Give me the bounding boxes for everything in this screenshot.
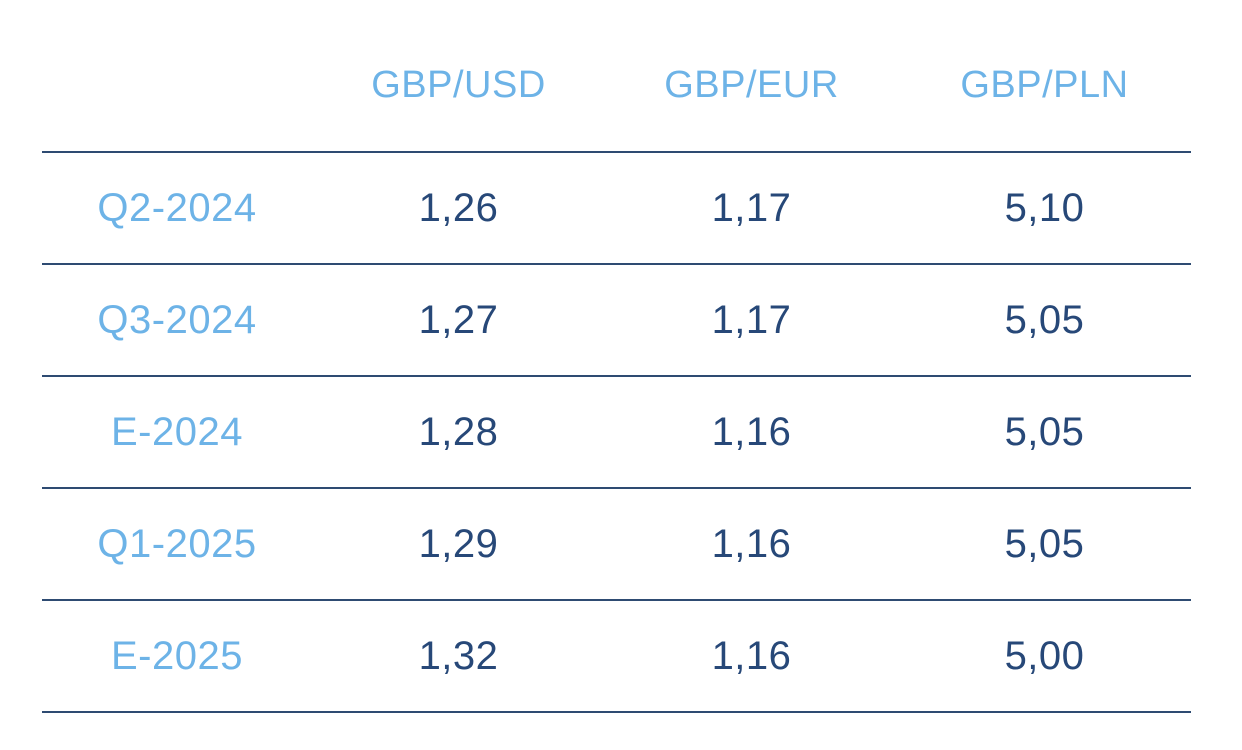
value-gbp-pln: 5,05 [1004,297,1085,342]
value-gbp-pln: 5,05 [1004,409,1085,454]
value-gbp-usd: 1,28 [418,409,499,454]
table-header-row: GBP/USD GBP/EUR GBP/PLN [42,0,1191,153]
value-gbp-eur: 1,17 [711,297,792,342]
value-gbp-eur: 1,16 [711,409,792,454]
table-row-q3-2024: Q3-2024 1,27 1,17 5,05 [42,265,1191,377]
column-header-blank [42,0,312,151]
column-header-gbp-usd: GBP/USD [371,64,546,106]
value-gbp-usd: 1,32 [418,633,499,678]
value-gbp-eur: 1,17 [711,185,792,230]
table-row-q2-2024: Q2-2024 1,26 1,17 5,10 [42,153,1191,265]
value-gbp-usd: 1,26 [418,185,499,230]
column-header-gbp-eur: GBP/EUR [664,64,839,106]
row-label: Q2-2024 [97,185,257,230]
value-gbp-usd: 1,27 [418,297,499,342]
value-gbp-pln: 5,05 [1004,521,1085,566]
table-row-e-2025: E-2025 1,32 1,16 5,00 [42,601,1191,713]
value-gbp-pln: 5,00 [1004,633,1085,678]
value-gbp-usd: 1,29 [418,521,499,566]
row-label: E-2024 [111,409,243,454]
row-label: Q1-2025 [97,521,257,566]
column-header-gbp-pln: GBP/PLN [960,64,1129,106]
table-row-q1-2025: Q1-2025 1,29 1,16 5,05 [42,489,1191,601]
fx-rates-table: GBP/USD GBP/EUR GBP/PLN Q2-2024 1,26 1,1… [42,0,1191,713]
row-label: Q3-2024 [97,297,257,342]
table-row-e-2024: E-2024 1,28 1,16 5,05 [42,377,1191,489]
value-gbp-eur: 1,16 [711,633,792,678]
value-gbp-pln: 5,10 [1004,185,1085,230]
value-gbp-eur: 1,16 [711,521,792,566]
row-label: E-2025 [111,633,243,678]
